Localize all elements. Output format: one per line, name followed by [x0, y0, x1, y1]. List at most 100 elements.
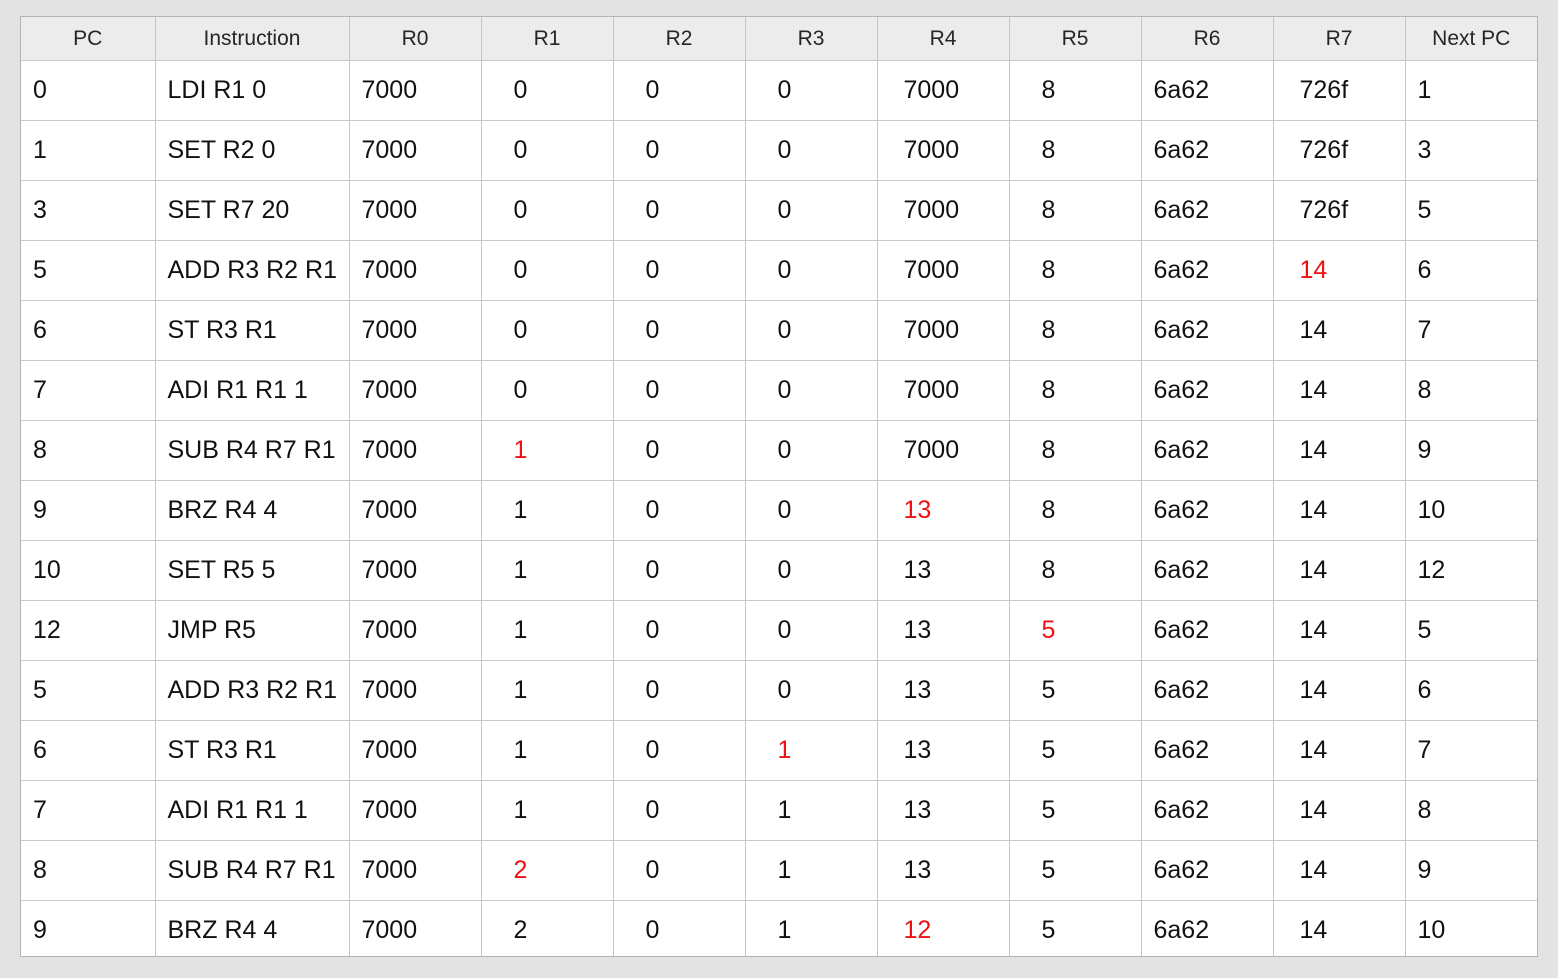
cell-r0: 7000 [349, 720, 482, 781]
table-row[interactable]: 5 ADD R3 R2 R1 7000 0 0 0 7000 8 6a62 14 6 [21, 240, 1537, 301]
cell-instruction: ADI R1 R1 1 [155, 360, 350, 421]
cell-pc: 5 [21, 240, 156, 301]
column-header-r1[interactable]: R1 [481, 17, 614, 61]
column-header-pc[interactable]: PC [21, 17, 156, 61]
cell-instruction: BRZ R4 4 [155, 480, 350, 541]
cell-pc: 9 [21, 480, 156, 541]
table-row[interactable]: 9 BRZ R4 4 7000 1 0 0 13 8 6a62 14 10 [21, 480, 1537, 541]
cell-instruction: SUB R4 R7 R1 [155, 420, 350, 481]
cell-r1: 0 [481, 180, 614, 241]
cell-r0: 7000 [349, 420, 482, 481]
cell-r4: 7000 [877, 120, 1010, 181]
cell-r3: 0 [745, 660, 878, 721]
table-row[interactable]: 8 SUB R4 R7 R1 7000 1 0 0 7000 8 6a62 14 9 [21, 420, 1537, 481]
cell-r6: 6a62 [1141, 420, 1274, 481]
cell-r1: 1 [481, 780, 614, 841]
cell-r1: 0 [481, 240, 614, 301]
cell-next-pc: 9 [1405, 840, 1537, 901]
cell-next-pc: 5 [1405, 180, 1537, 241]
table-row[interactable]: 3 SET R7 20 7000 0 0 0 7000 8 6a62 726f 5 [21, 180, 1537, 241]
column-header-r2[interactable]: R2 [613, 17, 746, 61]
cell-r4: 12 [877, 900, 1010, 956]
cell-r0: 7000 [349, 180, 482, 241]
cell-r4: 7000 [877, 360, 1010, 421]
cell-r2: 0 [613, 180, 746, 241]
table-row[interactable]: 8 SUB R4 R7 R1 7000 2 0 1 13 5 6a62 14 9 [21, 840, 1537, 901]
cell-next-pc: 10 [1405, 900, 1537, 956]
table-row[interactable]: 6 ST R3 R1 7000 1 0 1 13 5 6a62 14 7 [21, 720, 1537, 781]
cell-r0: 7000 [349, 540, 482, 601]
column-header-r7[interactable]: R7 [1273, 17, 1406, 61]
cell-r5: 5 [1009, 600, 1142, 661]
cell-r6: 6a62 [1141, 720, 1274, 781]
cell-instruction: SET R5 5 [155, 540, 350, 601]
cell-next-pc: 8 [1405, 780, 1537, 841]
cell-r4: 13 [877, 720, 1010, 781]
cell-r7: 726f [1273, 180, 1406, 241]
table-row[interactable]: 12 JMP R5 7000 1 0 0 13 5 6a62 14 5 [21, 600, 1537, 661]
cell-r3: 0 [745, 540, 878, 601]
column-header-instruction[interactable]: Instruction [155, 17, 350, 61]
cell-instruction: ADI R1 R1 1 [155, 780, 350, 841]
cell-r1: 2 [481, 900, 614, 956]
cell-r4: 13 [877, 480, 1010, 541]
cell-r1: 1 [481, 480, 614, 541]
cell-r1: 0 [481, 120, 614, 181]
column-header-r4[interactable]: R4 [877, 17, 1010, 61]
cell-instruction: JMP R5 [155, 600, 350, 661]
cell-r5: 8 [1009, 540, 1142, 601]
cell-r4: 13 [877, 600, 1010, 661]
cell-pc: 8 [21, 840, 156, 901]
cell-next-pc: 6 [1405, 240, 1537, 301]
cell-r2: 0 [613, 480, 746, 541]
cell-r5: 5 [1009, 840, 1142, 901]
cell-r3: 0 [745, 180, 878, 241]
column-header-r3[interactable]: R3 [745, 17, 878, 61]
cell-r4: 13 [877, 660, 1010, 721]
header-row: PC Instruction R0 R1 R2 R3 R4 R5 R6 R7 N… [21, 17, 1537, 61]
cell-r7: 726f [1273, 60, 1406, 121]
cell-instruction: ST R3 R1 [155, 720, 350, 781]
cell-r2: 0 [613, 360, 746, 421]
cell-r7: 14 [1273, 660, 1406, 721]
cell-r7: 14 [1273, 780, 1406, 841]
cell-r5: 5 [1009, 780, 1142, 841]
cell-r3: 0 [745, 480, 878, 541]
cell-r1: 0 [481, 60, 614, 121]
cell-r6: 6a62 [1141, 120, 1274, 181]
cell-r7: 14 [1273, 420, 1406, 481]
column-header-r6[interactable]: R6 [1141, 17, 1274, 61]
cell-instruction: SET R2 0 [155, 120, 350, 181]
cell-r3: 1 [745, 780, 878, 841]
cell-r3: 1 [745, 900, 878, 956]
cell-r0: 7000 [349, 900, 482, 956]
table-row[interactable]: 7 ADI R1 R1 1 7000 1 0 1 13 5 6a62 14 8 [21, 780, 1537, 841]
cell-r6: 6a62 [1141, 660, 1274, 721]
cell-pc: 5 [21, 660, 156, 721]
column-header-r5[interactable]: R5 [1009, 17, 1142, 61]
table-row[interactable]: 6 ST R3 R1 7000 0 0 0 7000 8 6a62 14 7 [21, 300, 1537, 361]
table-row[interactable]: 10 SET R5 5 7000 1 0 0 13 8 6a62 14 12 [21, 540, 1537, 601]
column-header-next-pc[interactable]: Next PC [1405, 17, 1537, 61]
cell-r0: 7000 [349, 120, 482, 181]
table-row[interactable]: 5 ADD R3 R2 R1 7000 1 0 0 13 5 6a62 14 6 [21, 660, 1537, 721]
cell-r3: 0 [745, 300, 878, 361]
table-row[interactable]: 1 SET R2 0 7000 0 0 0 7000 8 6a62 726f 3 [21, 120, 1537, 181]
cell-r2: 0 [613, 840, 746, 901]
cell-pc: 0 [21, 60, 156, 121]
cell-r6: 6a62 [1141, 780, 1274, 841]
table-row[interactable]: 0 LDI R1 0 7000 0 0 0 7000 8 6a62 726f 1 [21, 60, 1537, 121]
cell-r6: 6a62 [1141, 180, 1274, 241]
cell-r2: 0 [613, 660, 746, 721]
cell-r7: 14 [1273, 360, 1406, 421]
table-row[interactable]: 7 ADI R1 R1 1 7000 0 0 0 7000 8 6a62 14 8 [21, 360, 1537, 421]
cell-r1: 2 [481, 840, 614, 901]
cell-r5: 5 [1009, 720, 1142, 781]
table-row[interactable]: 9 BRZ R4 4 7000 2 0 1 12 5 6a62 14 10 [21, 900, 1537, 956]
cell-pc: 10 [21, 540, 156, 601]
cell-pc: 7 [21, 780, 156, 841]
column-header-r0[interactable]: R0 [349, 17, 482, 61]
cell-r5: 8 [1009, 180, 1142, 241]
cell-pc: 7 [21, 360, 156, 421]
